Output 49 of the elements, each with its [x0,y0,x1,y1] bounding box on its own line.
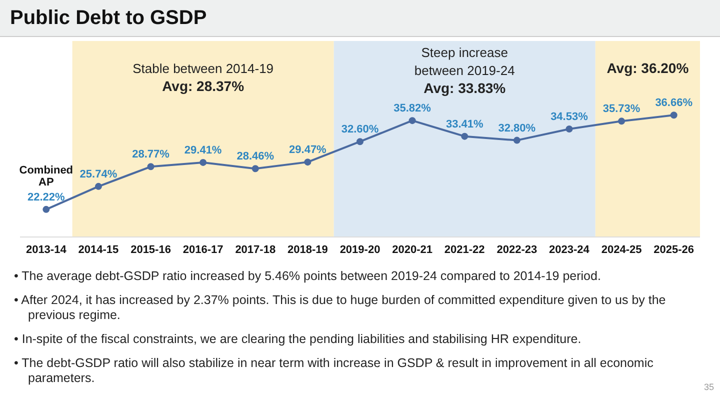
point [461,132,468,140]
x-tick-label: 2013-14 [26,244,68,256]
x-tick-label: 2016-17 [182,244,224,256]
point [252,165,259,172]
point [94,182,102,190]
band-label: Avg: 36.20% [606,60,690,76]
data-label: 25.74% [80,168,118,180]
point [670,112,678,119]
band-label: Steep increase between 2019-24 Avg: 33.83% [414,45,515,96]
x-tick-label: 2014-15 [78,244,119,256]
point [304,158,312,166]
text: • The debt-GSDP ratio will also stabilize in near term with increase in GSDP & result in improvement in all economic parameters. [14,356,654,386]
point [618,118,626,125]
chart-title: Public Debt to GSDP [0,0,720,37]
x-tick-label: 2020-21 [392,244,432,256]
data-label: 35.73% [602,103,640,116]
annotation: Combined AP [19,164,74,188]
x-tick-label: 2025-26 [654,244,694,256]
data-label: 35.82% [394,102,432,115]
data-label: 28.77% [132,148,170,161]
point [356,138,364,146]
point [408,117,416,124]
x-tick-label: 2015-16 [130,244,171,256]
data-label: 36.66% [655,97,693,110]
x-tick-label: 2018-19 [288,244,328,256]
point [200,158,207,166]
text: • After 2024, it has increased by 2.37% points. This is due to huge burden of committed expenditure given to us by the previous regime. [14,293,667,323]
data-label: 33.41% [446,118,484,130]
x-tick-label: 2023-24 [549,244,590,256]
point [147,163,154,170]
point [513,136,520,144]
x-tick-label: 2021-22 [444,244,485,256]
x-tick-label: 2022-23 [496,244,538,256]
data-label: 29.41% [184,144,222,156]
text: • In-spite of the fiscal constraints, we are clearing the pending liabilities and stabilising HR expenditure. [14,332,582,347]
data-label: 28.46% [236,150,274,163]
data-label: 34.53% [550,111,588,124]
data-label: 32.80% [498,122,536,134]
point [566,126,573,133]
data-label: 32.60% [341,124,379,136]
point [42,206,50,213]
data-label: 29.47% [289,144,327,156]
text: 35 [704,382,714,392]
band-label: Stable between 2014-19 Avg: 28.37% [132,61,274,94]
x-tick-label: 2019-20 [340,244,380,256]
text: • The average debt-GSDP ratio increased by 5.46% points between 2019-24 compared to 2014-19 period. [14,269,602,284]
x-tick-label: 2024-25 [601,244,642,256]
x-tick-label: 2017-18 [235,244,276,256]
data-label: 22.22% [28,191,66,204]
